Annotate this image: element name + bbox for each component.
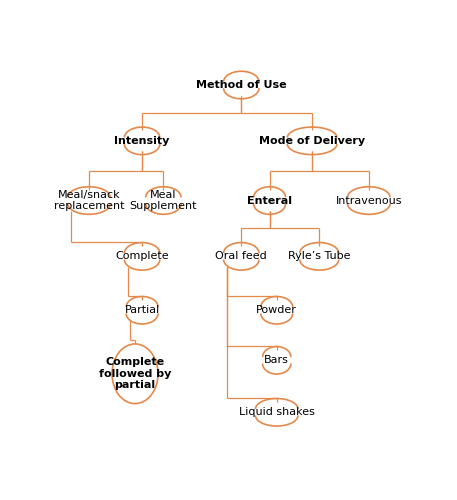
Text: Meal/snack
replacement: Meal/snack replacement: [54, 190, 124, 212]
Text: Intravenous: Intravenous: [335, 196, 402, 205]
Text: Liquid shakes: Liquid shakes: [239, 408, 315, 418]
Text: Enteral: Enteral: [247, 196, 292, 205]
Text: Complete: Complete: [115, 252, 169, 262]
Text: Partial: Partial: [124, 305, 160, 316]
Text: Intensity: Intensity: [114, 136, 170, 146]
Text: Mode of Delivery: Mode of Delivery: [259, 136, 365, 146]
Text: Bars: Bars: [264, 356, 289, 366]
Text: Meal
Supplement: Meal Supplement: [130, 190, 197, 212]
Text: Complete
followed by
partial: Complete followed by partial: [99, 357, 171, 390]
Text: Method of Use: Method of Use: [196, 80, 287, 90]
Text: Ryle’s Tube: Ryle’s Tube: [288, 252, 351, 262]
Text: Powder: Powder: [256, 305, 297, 316]
Text: Oral feed: Oral feed: [215, 252, 267, 262]
